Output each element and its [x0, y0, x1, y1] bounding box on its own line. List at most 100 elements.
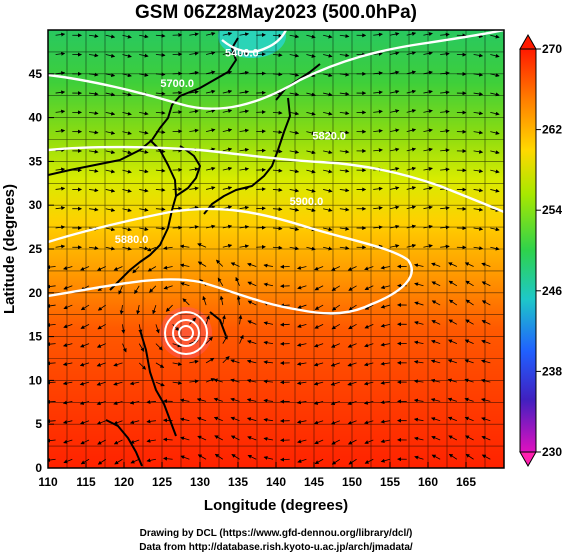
- wind-arrow: [490, 227, 500, 232]
- wind-arrow: [122, 150, 132, 155]
- wind-arrow: [96, 343, 106, 348]
- wind-arrow: [105, 246, 116, 251]
- wind-arrow: [297, 304, 307, 309]
- y-tick-label: 20: [29, 286, 43, 300]
- wind-arrow: [440, 51, 450, 56]
- wind-arrow: [323, 34, 333, 39]
- wind-arrow: [447, 359, 458, 364]
- wind-arrow: [430, 378, 441, 383]
- wind-arrow: [222, 335, 228, 344]
- wind-arrow: [440, 206, 450, 211]
- wind-arrow: [413, 417, 424, 422]
- wind-arrow: [306, 111, 316, 116]
- wind-arrow: [289, 92, 300, 97]
- wind-arrow: [323, 246, 333, 251]
- wind-arrow: [423, 167, 433, 171]
- wind-arrow: [146, 399, 156, 404]
- wind-arrow: [413, 398, 424, 403]
- wind-arrow: [440, 244, 450, 249]
- wind-arrow: [155, 110, 166, 115]
- wind-arrow: [380, 304, 391, 309]
- wind-arrow: [139, 246, 149, 251]
- wind-arrow: [447, 378, 457, 383]
- wind-arrow: [105, 73, 116, 77]
- wind-arrow: [339, 34, 350, 39]
- wind-arrow: [197, 454, 207, 460]
- wind-arrow: [406, 186, 417, 190]
- wind-arrow: [272, 168, 283, 173]
- x-tick-label: 150: [342, 475, 362, 489]
- wind-arrow: [122, 188, 132, 193]
- wind-arrow: [413, 360, 424, 364]
- colorbar-ticks: 270 262 254 246 238 230: [536, 42, 562, 459]
- wind-arrow: [163, 456, 173, 461]
- wind-arrow: [222, 224, 233, 229]
- wind-arrow: [122, 246, 132, 251]
- wind-arrow: [339, 53, 350, 58]
- wind-arrow: [130, 458, 140, 464]
- wind-arrow: [363, 362, 374, 367]
- wind-arrow: [389, 109, 400, 114]
- wind-arrow: [179, 417, 190, 422]
- wind-arrow: [222, 109, 233, 113]
- wind-arrow: [205, 31, 216, 36]
- wind-arrow: [373, 109, 383, 114]
- wind-arrow: [105, 169, 116, 174]
- wind-arrow: [88, 188, 99, 193]
- wind-arrow: [165, 304, 173, 312]
- wind-arrow: [430, 359, 441, 364]
- contour-label: 5900.0: [290, 196, 324, 208]
- wind-arrow: [414, 436, 424, 441]
- wind-arrow: [236, 295, 241, 306]
- wind-arrow: [222, 147, 233, 152]
- wind-arrow: [129, 420, 140, 425]
- wind-arrow: [448, 280, 458, 287]
- wind-arrow: [314, 323, 324, 329]
- colorbar-tick-label: 238: [542, 364, 562, 378]
- wind-arrow: [272, 72, 283, 77]
- wind-arrow: [306, 53, 316, 58]
- wind-arrow: [406, 109, 417, 113]
- wind-arrow: [480, 378, 491, 383]
- wind-arrow: [79, 362, 90, 367]
- wind-arrow: [263, 417, 274, 422]
- longitude-ticks: 110 115 120 125 130 135 140 145 150 155 160 165: [38, 462, 476, 489]
- wind-arrow: [373, 206, 383, 211]
- wind-arrow: [296, 265, 307, 270]
- wind-arrow: [440, 32, 450, 37]
- wind-arrow: [464, 416, 474, 422]
- y-tick-label: 35: [29, 154, 43, 168]
- wind-arrow: [147, 266, 157, 272]
- wind-arrow: [172, 380, 183, 385]
- wind-arrow: [473, 149, 484, 154]
- wind-arrow: [314, 458, 324, 464]
- wind-arrow: [122, 92, 132, 97]
- wind-arrow: [55, 32, 66, 37]
- wind-arrow: [55, 90, 66, 95]
- wind-arrow: [330, 420, 340, 425]
- wind-arrow: [205, 89, 216, 94]
- wind-arrow: [447, 339, 458, 344]
- wind-arrow: [263, 340, 274, 345]
- wind-arrow: [80, 439, 90, 445]
- contour-labels: 5400.0 5700.0 5820.0 5900.0 5880.0: [115, 47, 346, 246]
- wind-arrow: [263, 379, 274, 384]
- wind-arrow: [63, 323, 73, 329]
- wind-arrow: [272, 245, 283, 250]
- wind-arrow: [339, 149, 350, 154]
- wind-arrow: [155, 91, 166, 96]
- wind-arrow: [464, 359, 474, 364]
- wind-arrow: [163, 437, 173, 442]
- wind-arrow: [423, 32, 433, 37]
- wind-arrow: [221, 314, 226, 325]
- wind-arrow: [272, 187, 283, 192]
- wind-arrow: [481, 262, 491, 267]
- wind-arrow: [289, 227, 300, 232]
- wind-arrow: [363, 400, 374, 405]
- wind-arrow: [347, 439, 357, 445]
- wind-arrow: [205, 315, 210, 325]
- wind-arrow: [306, 208, 316, 213]
- wind-arrow: [205, 109, 216, 113]
- wind-arrow: [323, 130, 333, 135]
- wind-arrow: [364, 458, 374, 464]
